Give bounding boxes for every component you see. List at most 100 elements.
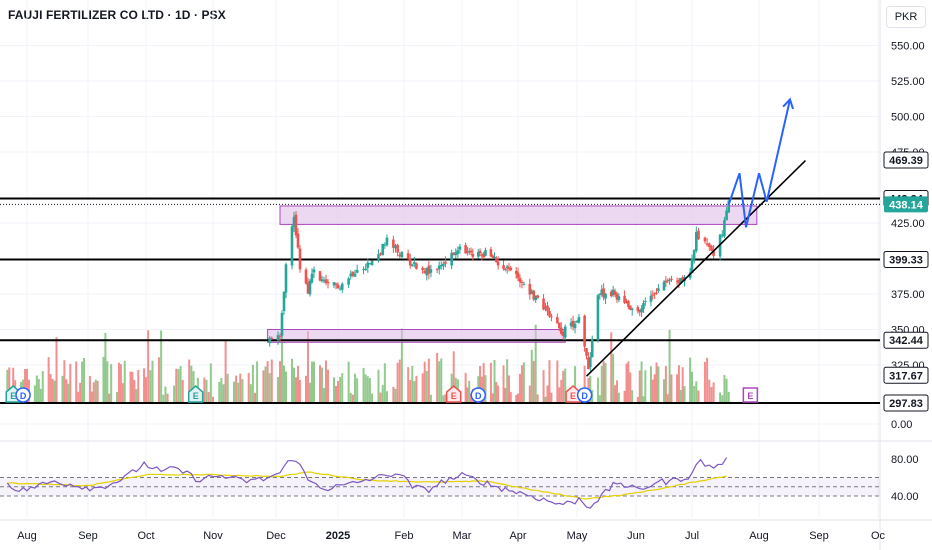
volume-bar <box>218 381 221 403</box>
volume-bar <box>413 381 416 403</box>
volume-bar <box>727 391 730 403</box>
candle-body <box>653 293 656 295</box>
volume-bar <box>421 373 424 403</box>
volume-bar <box>179 366 182 403</box>
volume-bar <box>468 380 471 403</box>
volume-bar <box>266 361 269 403</box>
volume-bar <box>335 385 337 403</box>
volume-bar <box>26 369 28 403</box>
volume-bar <box>285 371 287 403</box>
volume-bar <box>528 385 531 403</box>
volume-bar <box>35 375 38 403</box>
volume-bar <box>241 379 244 403</box>
volume-bar <box>642 396 645 403</box>
volume-bar <box>39 388 42 403</box>
time-tick-label: Dec <box>266 530 286 542</box>
volume-bar <box>697 390 700 403</box>
volume-bar <box>131 372 134 403</box>
candle-body <box>421 267 424 271</box>
volume-bar <box>151 360 154 403</box>
volume-bar <box>65 379 68 403</box>
volume-bar <box>703 361 706 403</box>
volume-bar <box>385 391 388 403</box>
volume-bar <box>94 379 97 403</box>
candle-body <box>471 253 475 257</box>
volume-bar <box>631 390 634 403</box>
volume-bar <box>653 374 656 403</box>
rsi-pane <box>0 457 880 509</box>
candle-body <box>516 272 520 278</box>
price-candles <box>268 199 731 371</box>
projection-path <box>727 99 791 228</box>
volume-bar <box>392 386 395 403</box>
price-axis[interactable]: 550.00525.00500.00475.00425.00375.00350.… <box>883 41 929 504</box>
volume-bar <box>377 369 380 403</box>
candle-body <box>522 284 526 286</box>
volume-bar <box>517 393 519 403</box>
volume-bar <box>237 382 240 403</box>
time-tick-label: 2025 <box>326 530 350 542</box>
volume-bar <box>504 388 507 403</box>
price-tick-label: 500.00 <box>891 112 925 124</box>
candle-body <box>294 214 298 236</box>
volume-bar <box>591 389 594 403</box>
candle-body <box>596 295 600 341</box>
volume-bar <box>129 371 132 403</box>
volume-bar <box>719 392 722 403</box>
volume-bar <box>102 356 105 403</box>
candle-body <box>392 239 395 248</box>
time-tick-label: May <box>567 530 588 542</box>
price-label-text: 297.83 <box>889 398 923 410</box>
volume-bar <box>319 365 321 403</box>
volume-bar <box>640 361 643 403</box>
candle-body <box>546 305 549 312</box>
volume-bar <box>548 360 551 403</box>
volume-bar <box>162 394 165 403</box>
volume-bar <box>629 372 632 403</box>
volume-bar <box>61 375 64 403</box>
candle-body <box>415 263 418 269</box>
volume-bar <box>381 385 384 403</box>
volume-bar <box>602 361 605 403</box>
volume-bar <box>251 364 254 403</box>
time-axis[interactable]: Aug Sep Oct Nov Dec 2025 Feb Mar Apr May Jun Jul Aug… <box>0 519 932 542</box>
candle-body <box>628 305 632 310</box>
event-letter: E <box>10 391 16 401</box>
volume-bar <box>627 361 630 403</box>
volume-bar <box>507 375 510 403</box>
volume-bar <box>610 332 613 403</box>
volume-bar <box>279 361 281 403</box>
candle-body <box>573 323 577 329</box>
candle-body <box>649 295 653 302</box>
volume-bar <box>407 367 410 403</box>
drawings <box>585 97 807 377</box>
volume-bar <box>222 384 225 403</box>
volume-bar <box>188 359 191 403</box>
volume-bar <box>550 392 553 403</box>
volume-bar <box>83 358 86 403</box>
candle-body <box>484 250 487 256</box>
volume-bar <box>546 385 549 403</box>
volume-bar <box>464 372 467 403</box>
volume-bar <box>135 389 138 403</box>
volume-bar <box>190 365 193 403</box>
candle-body <box>577 317 581 323</box>
volume-bar <box>55 337 58 403</box>
volume-bar <box>676 374 679 403</box>
volume-bar <box>427 358 430 403</box>
candle-body <box>600 289 604 296</box>
volume-bar <box>436 352 439 403</box>
volume-bar <box>341 373 344 403</box>
currency-button[interactable]: PKR <box>886 6 926 28</box>
volume-bar <box>321 367 323 403</box>
candle-body <box>437 265 441 270</box>
candle-body <box>727 200 731 213</box>
volume-bar <box>295 377 297 403</box>
rsi-tick-label: 40.00 <box>891 491 919 503</box>
volume-bar <box>351 394 354 403</box>
candle-body <box>482 253 485 258</box>
candle-body <box>326 281 330 284</box>
candle-body <box>615 293 619 300</box>
volume-bar <box>614 385 617 403</box>
